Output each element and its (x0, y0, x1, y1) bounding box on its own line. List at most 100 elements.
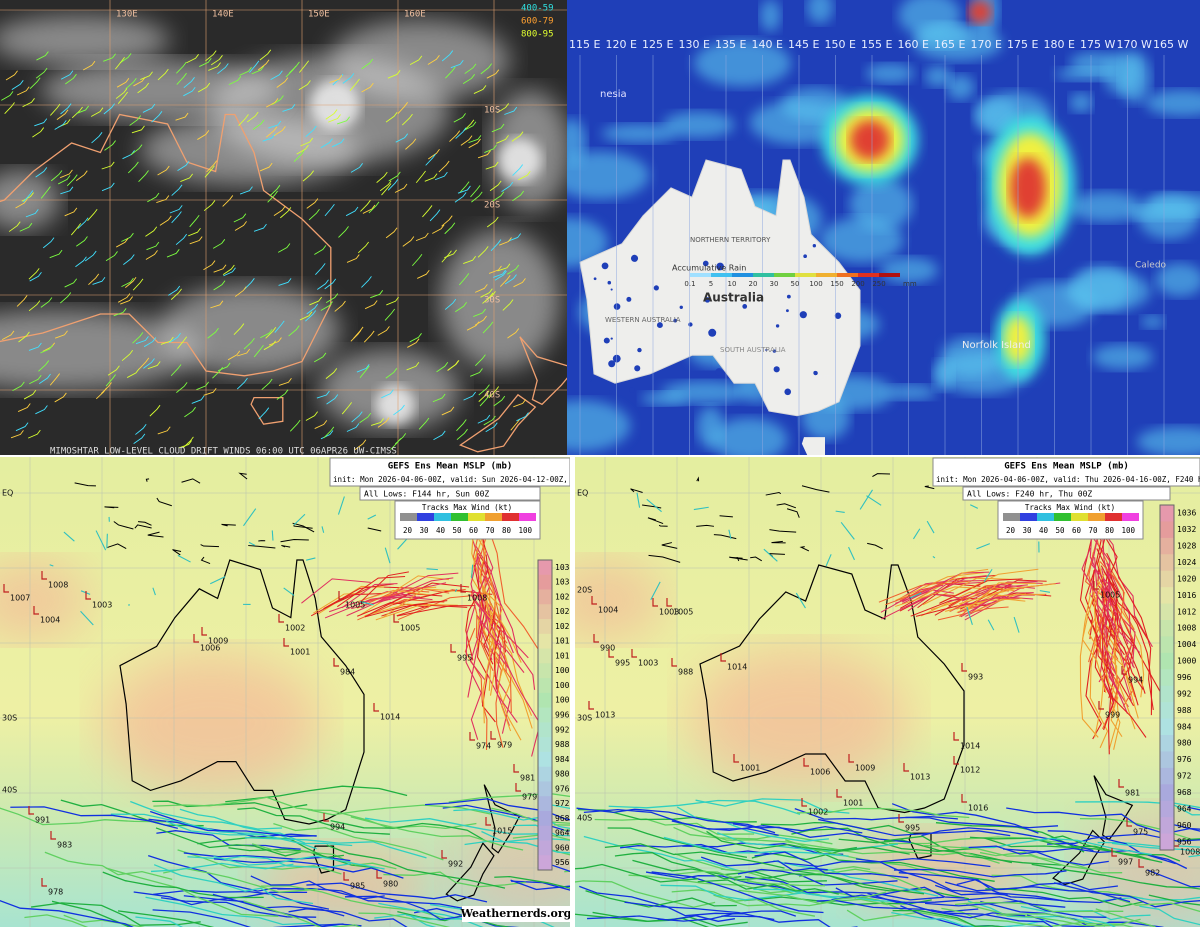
latitude-label: EQ (577, 489, 588, 498)
tracks-legend-segment (519, 513, 536, 521)
low-pressure-label: 978 (48, 888, 63, 897)
legend-entry: 800-95 (521, 30, 554, 40)
tracks-legend-tick: 40 (436, 526, 446, 535)
low-pressure-label: 1015 (492, 827, 512, 836)
low-pressure-label: 1005 (345, 601, 365, 610)
pressure-scale-segment (538, 737, 552, 752)
pressure-scale-tick: 1020 (555, 622, 574, 631)
pressure-scale-tick: 996 (1177, 673, 1192, 682)
storm-track (107, 534, 108, 549)
place-label: Caledo (1135, 261, 1167, 271)
rain-core (850, 120, 890, 160)
pressure-scale-segment (1160, 751, 1174, 768)
rain-spot (835, 313, 841, 319)
longitude-label: 175 E (1007, 38, 1038, 51)
low-pressure-label: 1001 (740, 764, 760, 773)
pressure-scale-segment (538, 560, 552, 575)
tracks-legend-segment (1054, 513, 1071, 521)
latitude-label: EQ (2, 489, 13, 498)
longitude-label: 175 W (1080, 38, 1115, 51)
pressure-scale-segment (1160, 834, 1174, 851)
latitude-label: 20S (484, 201, 500, 211)
tracks-legend-segment (451, 513, 468, 521)
rain-area (663, 112, 735, 138)
pressure-scale-segment (538, 575, 552, 590)
pressure-scale-tick: 1032 (1177, 525, 1196, 534)
colorbar-segment (816, 273, 837, 277)
tracks-legend-title: Tracks Max Wind (kt) (422, 503, 512, 512)
rain-area (1092, 344, 1153, 369)
tracks-legend-tick: 80 (502, 526, 512, 535)
longitude-label: 115 E (569, 38, 600, 51)
rain-spot (634, 365, 640, 371)
tracks-legend-tick: 80 (1105, 526, 1115, 535)
rain-spot (784, 389, 791, 396)
place-label: NORTHERN TERRITORY (690, 236, 771, 244)
pressure-scale-tick: 1024 (555, 607, 574, 616)
low-pressure-label: 1008 (1180, 848, 1200, 857)
longitude-label: 140 E (752, 38, 783, 51)
pressure-scale-tick: 984 (555, 755, 570, 764)
low-pressure-label: 1005 (1100, 591, 1120, 600)
pressure-scale-segment (538, 855, 552, 870)
tracks-legend-segment (1088, 513, 1105, 521)
pressure-scale-tick: 1036 (1177, 509, 1196, 518)
rain-spot (631, 255, 638, 262)
pressure-scale-tick: 976 (1177, 755, 1192, 764)
longitude-label: 170 W (1117, 38, 1152, 51)
rain-spot (609, 390, 612, 393)
map-init: init: Mon 2026-04-06-00Z, valid: Sun 202… (333, 475, 604, 484)
rain-spot (786, 309, 789, 312)
colorbar-segment (879, 273, 900, 277)
tracks-legend-title: Tracks Max Wind (kt) (1025, 503, 1115, 512)
pressure-scale-tick: 1016 (1177, 591, 1196, 600)
storm (375, 385, 415, 425)
longitude-label: 155 E (861, 38, 892, 51)
tracks-legend-segment (1071, 513, 1088, 521)
pressure-scale-segment (538, 752, 552, 767)
low-pressure-label: 1003 (92, 601, 112, 610)
low-pressure-label: 992 (448, 860, 463, 869)
low-pressure-label: 1006 (200, 644, 220, 653)
pressure-scale-segment (1160, 702, 1174, 719)
rain-core (1010, 158, 1046, 218)
rain-area (866, 64, 915, 83)
rain-spot (590, 380, 592, 382)
pressure-scale-segment (1160, 587, 1174, 604)
rain-spot (654, 285, 659, 290)
pressure-scale-segment (538, 634, 552, 649)
low-pressure-label: 1014 (727, 663, 747, 672)
low-pressure-label: 981 (520, 774, 535, 783)
low-pressure-label: 1002 (285, 624, 305, 633)
low-pressure-label: 995 (905, 824, 920, 833)
pressure-scale-segment (538, 811, 552, 826)
low-pressure-label: 984 (340, 668, 355, 677)
rain-spot (602, 262, 609, 269)
pressure-scale-segment (538, 840, 552, 855)
pressure-scale-segment (538, 693, 552, 708)
pressure-scale-tick: 968 (1177, 788, 1192, 797)
cloud (40, 60, 280, 120)
pressure-scale-tick: 1012 (555, 651, 574, 660)
pressure-scale-tick: 980 (1177, 739, 1192, 748)
pressure-scale-segment (1160, 768, 1174, 785)
tracks-legend-segment (485, 513, 502, 521)
rain-spot (680, 306, 683, 309)
longitude-label: 125 E (642, 38, 673, 51)
rain-spot (774, 366, 780, 372)
pressure-scale-tick: 1032 (555, 578, 574, 587)
colorbar-segment (795, 273, 816, 277)
pressure-scale-segment (538, 826, 552, 841)
pressure-scale-segment (1160, 669, 1174, 686)
rain-spot (715, 368, 723, 376)
rain-area (1069, 192, 1142, 222)
low-pressure-label: 1016 (968, 804, 988, 813)
pressure-scale-segment (538, 796, 552, 811)
place-label: Norfolk Island (962, 340, 1031, 351)
rain-spot (629, 387, 635, 393)
colorbar-segment (774, 273, 795, 277)
pressure-scale-segment (538, 781, 552, 796)
colorbar-tick: 10 (728, 280, 737, 288)
rain-spot (604, 338, 610, 344)
colorbar-tick: 30 (770, 280, 779, 288)
